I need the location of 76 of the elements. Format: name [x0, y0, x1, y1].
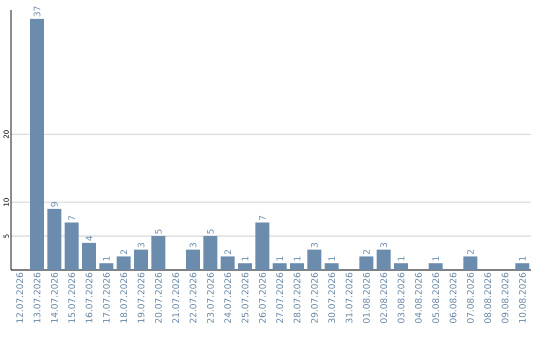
data-label: 1: [294, 256, 300, 261]
x-tick-label: 14.07.2026: [50, 272, 58, 323]
x-tick-label: 22.07.2026: [190, 272, 196, 323]
x-tick-label: 04.08.2026: [414, 272, 422, 323]
x-tick-label: 31.07.2026: [346, 272, 352, 323]
bar: [272, 263, 287, 270]
data-label: 5: [207, 229, 214, 234]
data-label: 2: [467, 250, 474, 254]
data-label: 5: [155, 229, 162, 234]
bar: [186, 250, 200, 270]
x-tick-label: 02.08.2026: [380, 272, 388, 323]
x-tick-label: 01.08.2026: [362, 272, 370, 323]
data-label: 1: [276, 256, 283, 261]
x-tick-label: 25.07.2026: [242, 272, 248, 323]
bar: [238, 263, 252, 270]
data-label: 7: [68, 216, 75, 220]
bar: [359, 256, 374, 270]
data-label: 1: [103, 256, 110, 261]
bar: [428, 263, 443, 270]
data-label: 1: [328, 256, 335, 261]
x-tick-label: 26.07.2026: [258, 272, 266, 323]
bar: [64, 222, 79, 270]
x-tick-label: 17.07.2026: [102, 272, 110, 323]
data-label: 1: [242, 256, 248, 261]
x-tick-label: 21.07.2026: [172, 272, 180, 323]
x-tick-label: 08.08.2026: [484, 272, 492, 323]
x-tick-label: 24.07.2026: [224, 272, 232, 323]
bar: [376, 250, 391, 270]
bar: [255, 222, 270, 270]
data-label: 9: [50, 202, 58, 207]
data-label: 4: [86, 236, 92, 241]
x-tick-label: 18.07.2026: [120, 272, 128, 323]
data-label: 2: [120, 250, 127, 254]
data-label: 37: [34, 6, 40, 16]
data-label: 2: [224, 250, 231, 254]
data-label: 3: [190, 242, 196, 248]
data-label: 3: [138, 242, 144, 248]
data-label: 3: [310, 242, 318, 248]
x-tick-label: 20.07.2026: [154, 272, 162, 323]
bar: [324, 263, 339, 270]
x-tick-label: 30.07.2026: [328, 272, 336, 323]
bar: [151, 236, 166, 270]
bar: [394, 263, 408, 270]
x-tick-label: 27.07.2026: [276, 272, 284, 323]
data-label: 1: [519, 256, 526, 261]
x-tick-label: 16.07.2026: [86, 272, 92, 323]
x-tick-label: 13.07.2026: [34, 272, 40, 323]
x-tick-label: 03.08.2026: [398, 272, 404, 323]
x-tick-label: 12.07.2026: [16, 272, 24, 323]
x-tick-label: 19.07.2026: [138, 272, 144, 323]
bar: [290, 263, 304, 270]
bar: [99, 263, 114, 270]
data-label: 7: [259, 216, 266, 220]
data-label: 3: [380, 242, 388, 248]
bar: [307, 250, 322, 270]
bar: [116, 256, 131, 270]
data-label: 1: [432, 256, 439, 261]
bar: [203, 236, 218, 270]
x-tick-label: 05.08.2026: [432, 272, 440, 323]
data-label: 2: [363, 250, 370, 254]
x-tick-label: 10.08.2026: [518, 272, 526, 323]
x-tick-label: 07.08.2026: [466, 272, 474, 323]
x-tick-label: 09.08.2026: [502, 272, 508, 323]
x-tick-label: 23.07.2026: [206, 272, 214, 323]
bar: [134, 250, 148, 270]
bar: [30, 18, 44, 270]
x-tick-label: 28.07.2026: [294, 272, 300, 323]
bar: [463, 256, 478, 270]
x-tick-label: 15.07.2026: [68, 272, 76, 323]
bar: [47, 208, 62, 270]
bar: [220, 256, 235, 270]
bar: [515, 263, 530, 270]
x-tick-label: 06.08.2026: [450, 272, 456, 323]
bar: [82, 242, 96, 270]
data-label: 1: [398, 256, 404, 261]
x-tick-label: 29.07.2026: [310, 272, 318, 323]
